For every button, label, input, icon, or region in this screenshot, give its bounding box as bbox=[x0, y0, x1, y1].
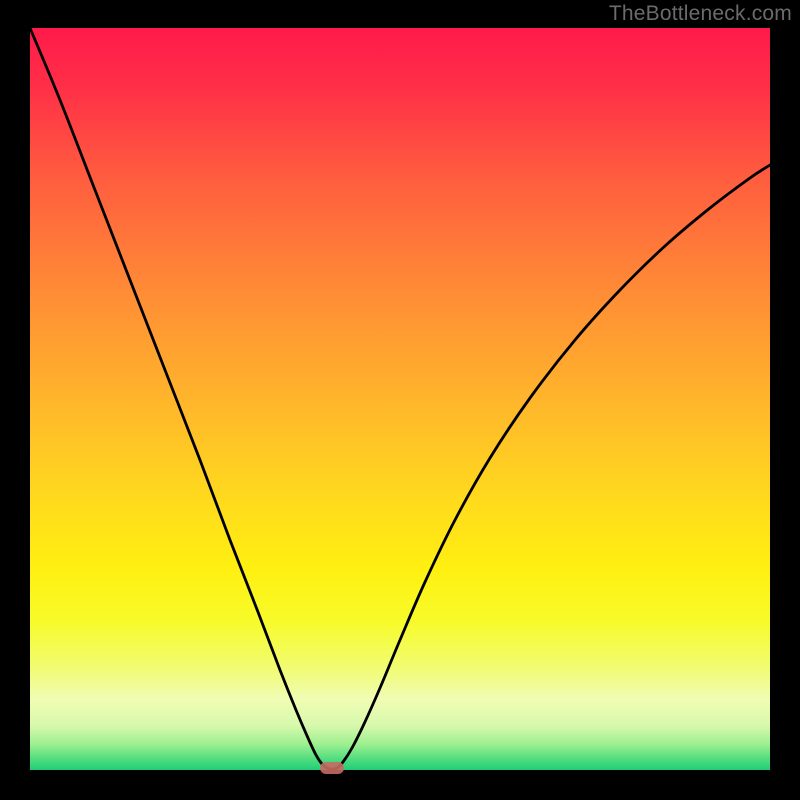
optimum-marker bbox=[320, 762, 344, 774]
plot-area bbox=[30, 28, 770, 770]
watermark-text: TheBottleneck.com bbox=[609, 2, 792, 26]
chart-stage: TheBottleneck.com bbox=[0, 0, 800, 800]
bottleneck-chart-svg bbox=[0, 0, 800, 800]
